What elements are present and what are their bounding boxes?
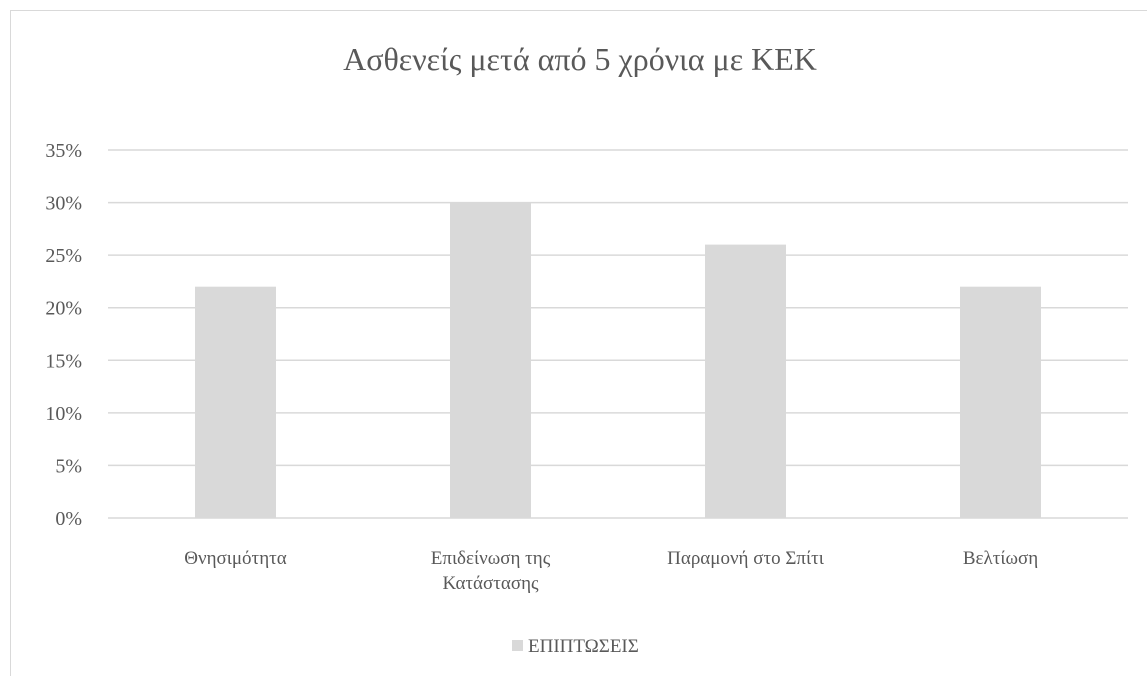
chart-title: Ασθενείς μετά από 5 χρόνια με ΚΕΚ (343, 41, 817, 77)
bar (960, 286, 1041, 518)
legend: ΕΠΙΠΤΩΣΕΙΣ (512, 636, 639, 657)
legend-swatch (512, 640, 523, 651)
x-axis-category-labels: Θνησιμότητα Επιδείνωση της Κατάστασης Παραμ… (184, 548, 1038, 594)
y-tick-label: 30% (45, 193, 82, 215)
x-category-label: Επιδείνωση της (431, 548, 551, 569)
bar (195, 286, 276, 518)
y-tick-label: 35% (45, 140, 82, 162)
y-axis-tick-labels: 0% 5% 10% 15% 20% 25% 30% 35% (45, 140, 82, 530)
y-tick-label: 5% (55, 455, 82, 477)
legend-label: ΕΠΙΠΤΩΣΕΙΣ (528, 636, 639, 657)
y-tick-label: 15% (45, 350, 82, 372)
y-tick-label: 20% (45, 298, 82, 320)
bar (450, 202, 531, 519)
x-category-label: Παραμονή στο Σπίτι (667, 548, 825, 569)
y-tick-label: 0% (55, 508, 82, 530)
y-tick-label: 10% (45, 403, 82, 425)
x-category-label: Βελτίωση (963, 548, 1038, 569)
x-category-label: Θνησιμότητα (184, 548, 286, 569)
bar (705, 244, 786, 518)
bars (195, 202, 1041, 519)
x-category-label: Κατάστασης (442, 573, 539, 594)
y-tick-label: 25% (45, 245, 82, 267)
gridlines (108, 149, 1128, 519)
